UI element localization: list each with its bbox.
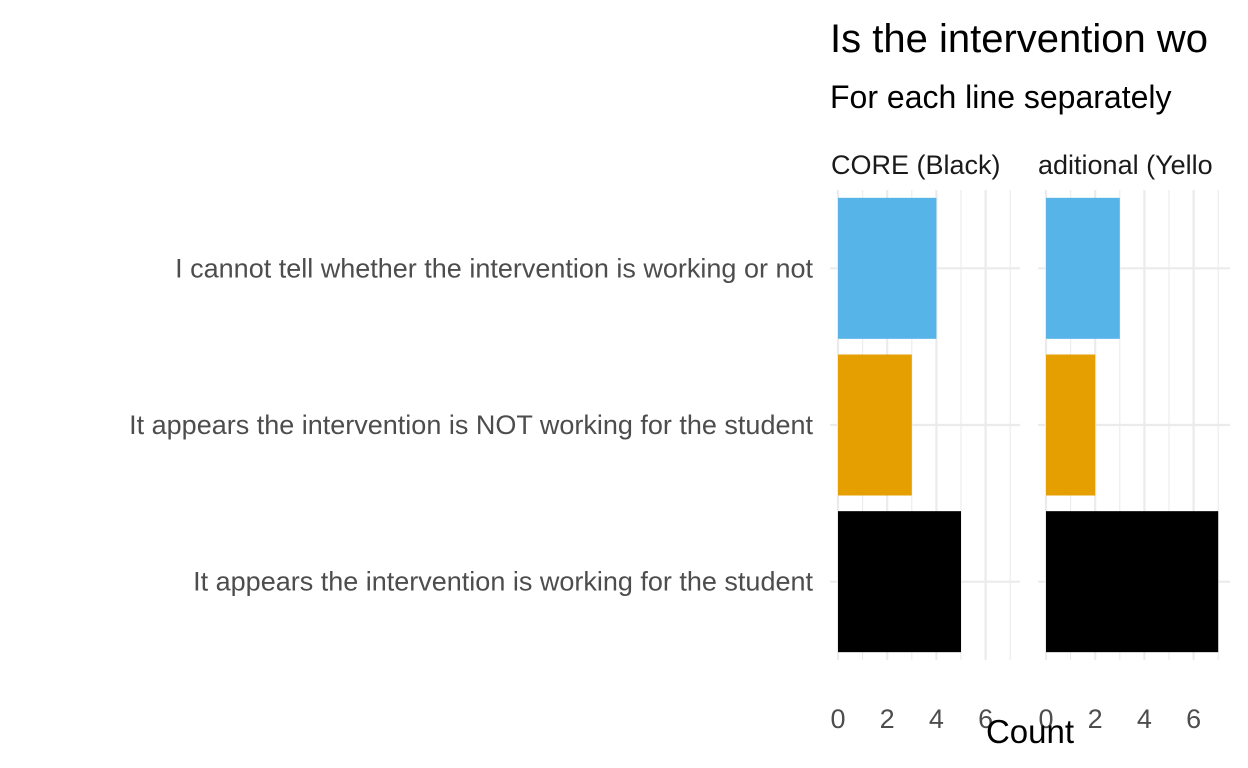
category-label: I cannot tell whether the intervention i…: [175, 253, 813, 283]
bar: [1046, 354, 1096, 496]
x-tick-label: 0: [830, 704, 845, 734]
bar: [838, 197, 937, 339]
facet-panel: aditional (Yello 0 2 4 6: [1038, 150, 1230, 734]
x-tick-label: 0: [1038, 704, 1053, 734]
category-label: It appears the intervention is NOT worki…: [129, 410, 813, 440]
bar: [1046, 197, 1120, 339]
chart-title: Is the intervention wo: [830, 17, 1208, 61]
chart-subtitle: For each line separately: [830, 79, 1172, 115]
category-label: It appears the intervention is working f…: [193, 567, 813, 597]
facet-panels: CORE (Black) 0 2 4 6 aditional (Yello 0 2 4 6: [830, 150, 1230, 734]
x-tick-label: 6: [978, 704, 993, 734]
x-tick-label: 2: [1088, 704, 1103, 734]
x-tick-label: 6: [1186, 704, 1201, 734]
bar: [838, 511, 961, 653]
facet-strip-label: aditional (Yello: [1038, 150, 1213, 180]
facet-panel: CORE (Black) 0 2 4 6: [830, 150, 1020, 734]
category-labels: I cannot tell whether the intervention i…: [129, 253, 813, 596]
x-tick-label: 4: [1137, 704, 1152, 734]
bar: [838, 354, 912, 496]
bar: [1046, 511, 1219, 653]
facet-strip-label: CORE (Black): [831, 150, 1001, 180]
x-tick-label: 4: [929, 704, 944, 734]
x-tick-label: 2: [880, 704, 895, 734]
x-axis-label: Count: [986, 713, 1074, 750]
